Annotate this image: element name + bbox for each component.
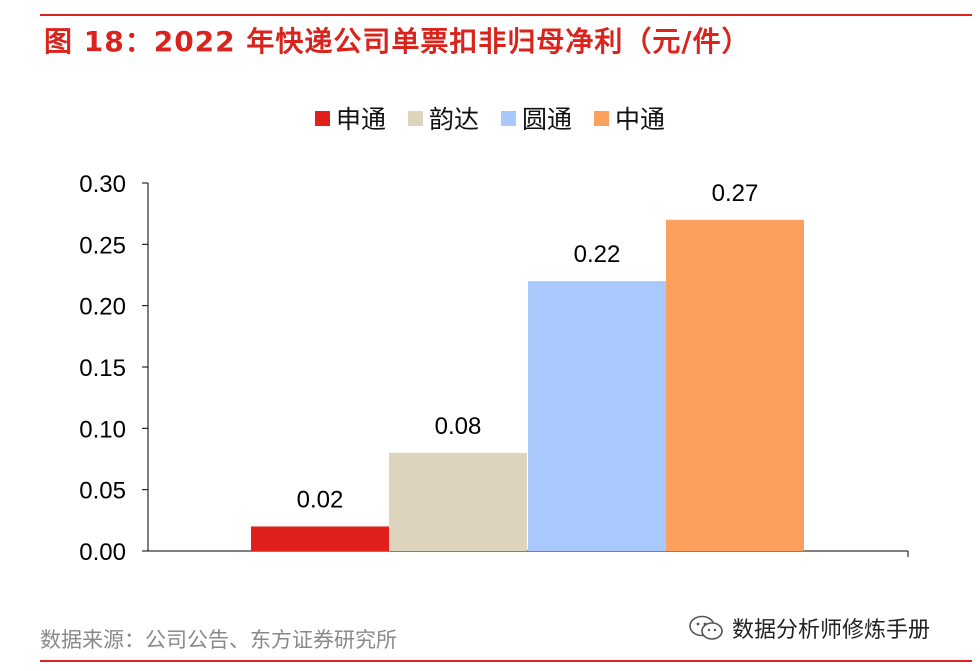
legend-swatch: [314, 110, 330, 126]
y-tick-label: 0.05: [79, 478, 126, 505]
y-tick-label: 0.30: [79, 171, 126, 198]
legend-swatch: [407, 110, 423, 126]
bar: [666, 219, 804, 552]
legend-item: 中通: [594, 100, 665, 136]
y-tick-label: 0.00: [79, 539, 126, 566]
chart-title: 图 18：2022 年快递公司单票扣非归母净利（元/件）: [44, 25, 751, 58]
bar: [389, 452, 527, 551]
bar: [251, 526, 389, 551]
legend: 申通 韵达 圆通 中通: [0, 100, 980, 136]
watermark: 数据分析师修炼手册: [688, 612, 930, 644]
legend-label: 圆通: [522, 105, 573, 134]
legend-swatch: [594, 110, 610, 126]
legend-item: 圆通: [501, 100, 572, 136]
top-rule: [40, 14, 972, 16]
bar: [528, 281, 666, 551]
legend-item: 申通: [314, 100, 386, 136]
data-label: 0.27: [712, 180, 759, 207]
data-label: 0.22: [574, 241, 621, 268]
legend-label: 韵达: [428, 105, 479, 134]
wechat-icon: [689, 615, 723, 640]
legend-item: 韵达: [407, 100, 479, 136]
legend-label: 中通: [615, 105, 666, 134]
watermark-text: 数据分析师修炼手册: [732, 618, 931, 643]
bottom-rule: [40, 660, 972, 662]
data-label: 0.08: [435, 413, 482, 440]
source-note: 数据来源：公司公告、东方证券研究所: [40, 628, 397, 652]
y-tick-label: 0.25: [79, 232, 126, 259]
y-tick-label: 0.10: [79, 416, 126, 443]
legend-swatch: [501, 110, 516, 126]
legend-label: 申通: [335, 105, 386, 134]
data-label: 0.02: [297, 486, 344, 513]
y-tick-label: 0.20: [79, 294, 126, 321]
y-tick-label: 0.15: [79, 355, 126, 382]
